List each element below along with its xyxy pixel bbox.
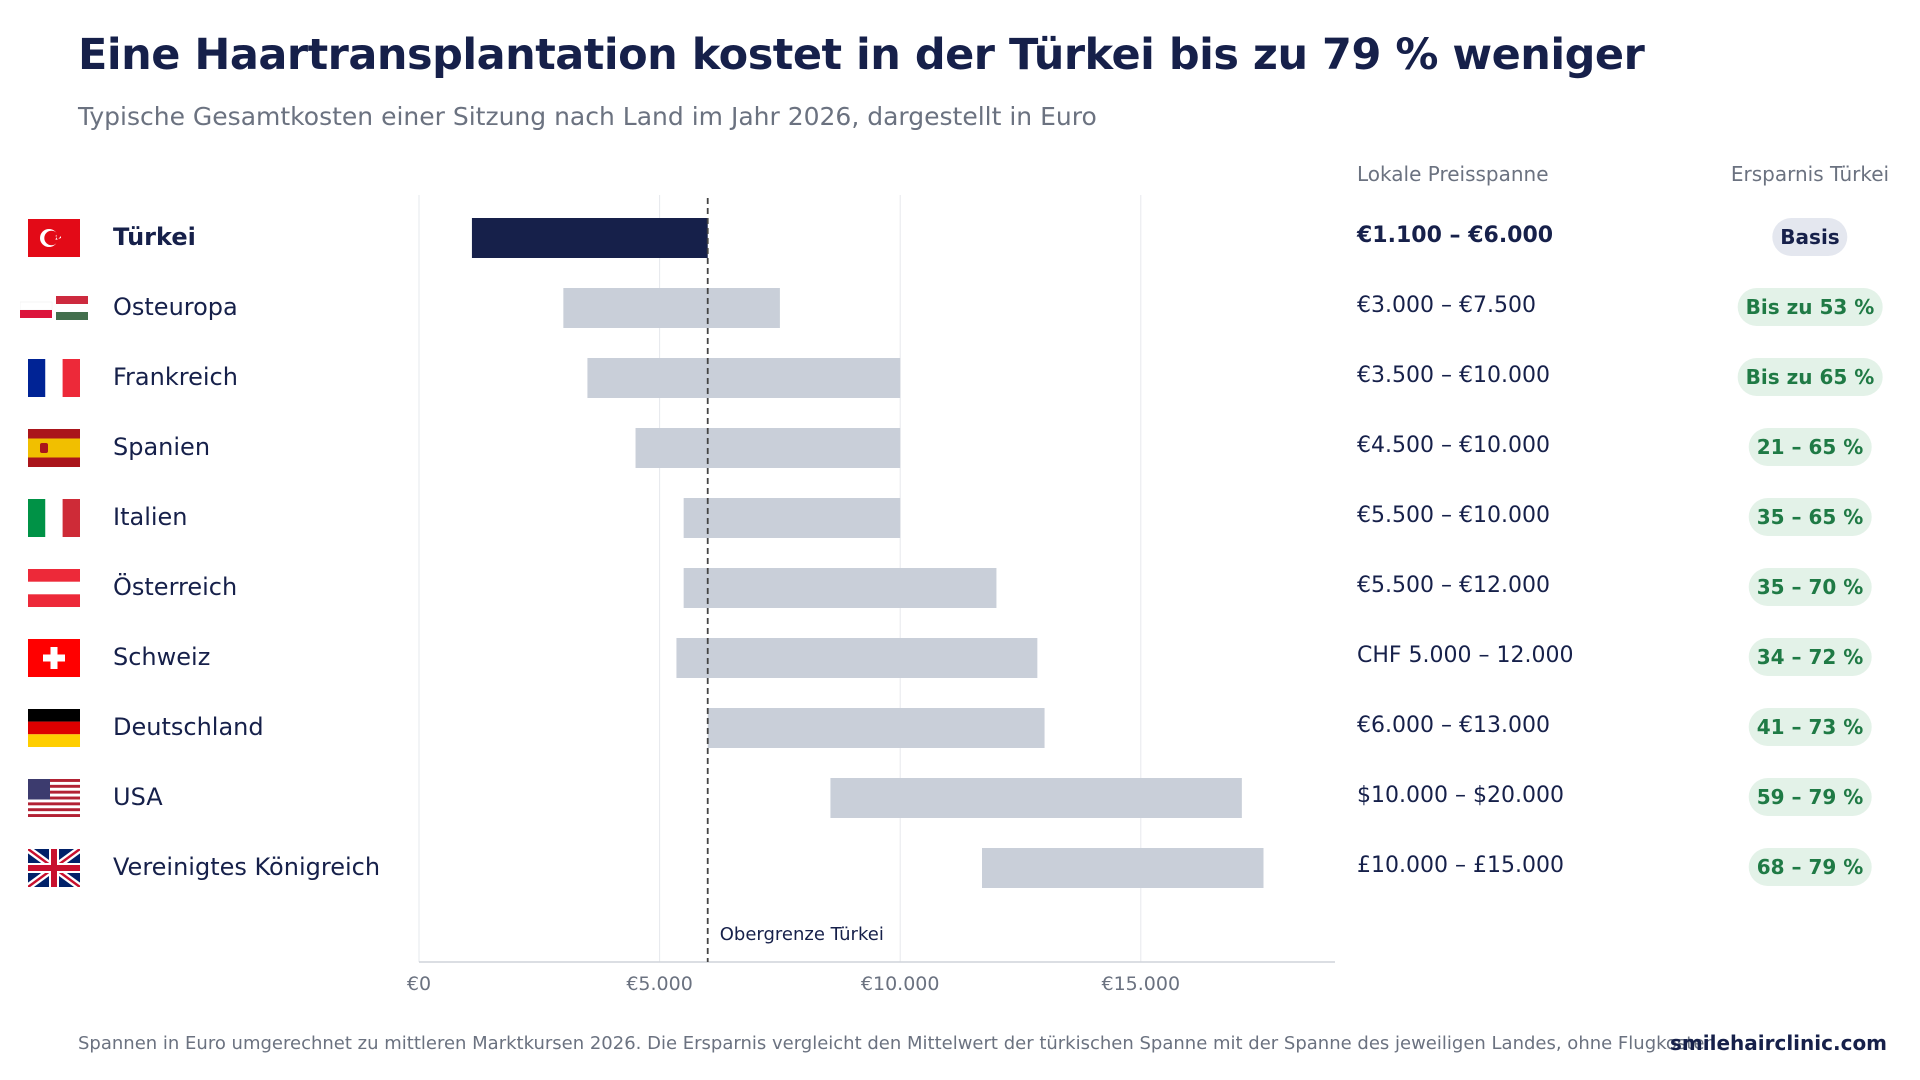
savings-badge: 35 – 65 % — [1748, 498, 1872, 536]
savings-badge: Bis zu 53 % — [1737, 288, 1883, 326]
savings-badge: 59 – 79 % — [1748, 778, 1872, 816]
bar-frankreich — [587, 358, 901, 398]
country-label: Osteuropa — [113, 293, 238, 321]
bar-italien — [683, 498, 901, 538]
bar-turkei — [471, 218, 708, 258]
price-range-label: £10.000 – £15.000 — [1357, 853, 1564, 878]
reference-line-label: Obergrenze Türkei — [720, 924, 884, 945]
table-row: Frankreich €3.500 – €10.000 Bis zu 65 % — [0, 343, 1920, 413]
flag-turkey-icon — [28, 219, 80, 257]
flag-poland-hungary-icon — [20, 289, 90, 327]
x-tick-label: €5.000 — [626, 973, 692, 995]
flag-france-icon — [28, 359, 80, 397]
savings-badge: 35 – 70 % — [1748, 568, 1872, 606]
page-subtitle: Typische Gesamtkosten einer Sitzung nach… — [78, 102, 1097, 131]
savings-badge: 68 – 79 % — [1748, 848, 1872, 886]
footnote: Spannen in Euro umgerechnet zu mittleren… — [78, 1033, 1722, 1054]
price-range-label: €3.000 – €7.500 — [1357, 293, 1536, 318]
bar-deutschland — [707, 708, 1045, 748]
bar-osterreich — [683, 568, 997, 608]
table-row: Österreich €5.500 – €12.000 35 – 70 % — [0, 553, 1920, 623]
savings-column-header: Ersparnis Türkei — [1730, 162, 1890, 186]
table-row: USA $10.000 – $20.000 59 – 79 % — [0, 763, 1920, 833]
flag-usa-icon — [28, 779, 80, 817]
price-range-label: €3.500 – €10.000 — [1357, 363, 1550, 388]
bar-usa — [830, 778, 1242, 818]
country-label: Deutschland — [113, 713, 264, 741]
page-title: Eine Haartransplantation kostet in der T… — [78, 30, 1645, 80]
brand-link[interactable]: smilehairclinic.com — [1670, 1031, 1888, 1055]
price-range-label: €1.100 – €6.000 — [1357, 223, 1554, 248]
savings-badge: 41 – 73 % — [1748, 708, 1872, 746]
flag-uk-icon — [28, 849, 80, 887]
flag-germany-icon — [28, 709, 80, 747]
country-label: USA — [113, 783, 163, 811]
country-label: Italien — [113, 503, 188, 531]
country-label: Österreich — [113, 573, 238, 601]
flag-spain-icon — [28, 429, 80, 467]
savings-badge: Basis — [1772, 218, 1848, 256]
bar-schweiz — [676, 638, 1038, 678]
price-range-label: €4.500 – €10.000 — [1357, 433, 1550, 458]
savings-badge: 21 – 65 % — [1748, 428, 1872, 466]
bar-spanien — [635, 428, 901, 468]
country-label: Spanien — [113, 433, 211, 461]
table-row: Osteuropa €3.000 – €7.500 Bis zu 53 % — [0, 273, 1920, 343]
bar-vereinigtes-konigreich — [982, 848, 1264, 888]
x-tick-label: €15.000 — [1102, 973, 1181, 995]
table-row: Schweiz CHF 5.000 – 12.000 34 – 72 % — [0, 623, 1920, 693]
table-row: Türkei €1.100 – €6.000 Basis — [0, 203, 1920, 273]
bar-osteuropa — [563, 288, 780, 328]
table-row: Italien €5.500 – €10.000 35 – 65 % — [0, 483, 1920, 553]
price-range-label: €6.000 – €13.000 — [1357, 713, 1550, 738]
country-label: Schweiz — [113, 643, 211, 671]
flag-switzerland-icon — [28, 639, 80, 677]
price-range-label: $10.000 – $20.000 — [1357, 783, 1564, 808]
country-label: Vereinigtes Königreich — [113, 853, 381, 881]
table-row: Spanien €4.500 – €10.000 21 – 65 % — [0, 413, 1920, 483]
savings-badge: 34 – 72 % — [1748, 638, 1872, 676]
table-row: Deutschland €6.000 – €13.000 41 – 73 % — [0, 693, 1920, 763]
flag-italy-icon — [28, 499, 80, 537]
table-row: Vereinigtes Königreich £10.000 – £15.000 6… — [0, 833, 1920, 903]
x-tick-label: €0 — [407, 973, 431, 995]
range-column-header: Lokale Preisspanne — [1357, 162, 1549, 186]
price-range-label: CHF 5.000 – 12.000 — [1357, 643, 1574, 668]
savings-badge: Bis zu 65 % — [1737, 358, 1883, 396]
price-range-label: €5.500 – €10.000 — [1357, 503, 1550, 528]
country-label: Frankreich — [113, 363, 238, 391]
x-tick-label: €10.000 — [861, 973, 940, 995]
price-range-label: €5.500 – €12.000 — [1357, 573, 1550, 598]
country-label: Türkei — [113, 223, 196, 251]
flag-austria-icon — [28, 569, 80, 607]
